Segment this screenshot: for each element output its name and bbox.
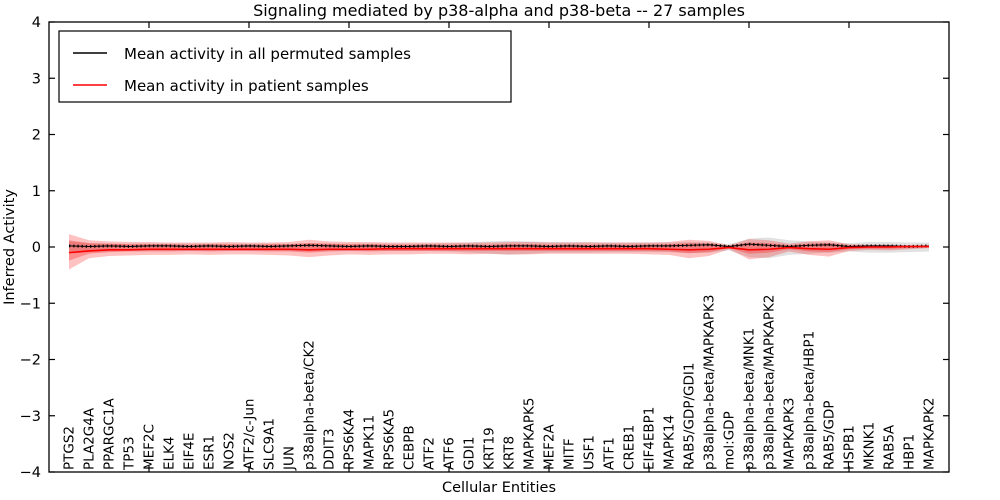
x-axis-label: Cellular Entities [442, 480, 556, 496]
category-label: GDI1 [462, 437, 478, 470]
category-label: RPS6KA5 [382, 409, 398, 470]
category-label: mol:GDP [722, 411, 738, 470]
category-label: p38alpha-beta/HBP1 [802, 331, 818, 470]
category-label: KRT19 [482, 427, 498, 470]
category-label: PLA2G4A [82, 407, 98, 470]
category-label: MITF [562, 438, 578, 470]
y-tick-label: −2 [20, 353, 41, 369]
legend-box [58, 30, 512, 103]
category-label: RAB5/GDP [822, 401, 838, 470]
category-label: USF1 [582, 435, 598, 470]
category-label: NOS2 [222, 432, 238, 470]
y-tick-label: −3 [20, 409, 41, 425]
category-label: CREB1 [622, 425, 638, 470]
y-tick-label: 1 [32, 184, 41, 200]
y-tick-label: 3 [32, 71, 41, 87]
category-label: MKNK1 [862, 422, 878, 470]
y-tick-label: 2 [32, 128, 41, 144]
category-label: ATF2/c-Jun [242, 399, 258, 470]
category-label: RAB5A [882, 424, 898, 470]
category-label: p38alpha-beta/MAPKAPK3 [702, 295, 718, 471]
category-label: MEF2A [542, 423, 558, 470]
category-label: DDIT3 [322, 428, 338, 470]
y-tick-label: 0 [32, 240, 41, 256]
category-label: PPARGC1A [102, 397, 118, 470]
chart-title: Signaling mediated by p38-alpha and p38-… [253, 1, 745, 20]
category-label: MAPK11 [362, 415, 378, 470]
category-label: ELK4 [162, 437, 178, 471]
category-label: p38alpha-beta/CK2 [302, 340, 318, 470]
category-label: HBP1 [902, 434, 918, 470]
category-label: ATF1 [602, 437, 618, 470]
category-label: ATF2 [422, 437, 438, 470]
y-tick-label: −1 [20, 296, 41, 312]
category-label: ESR1 [202, 435, 218, 470]
category-label: ATF6 [442, 437, 458, 470]
category-label: EIF4EBP1 [642, 407, 658, 470]
category-label: JUN [282, 446, 298, 471]
legend-label-patient: Mean activity in patient samples [124, 77, 369, 95]
category-label: CEBPB [402, 425, 418, 470]
category-label: MAPKAPK2 [922, 398, 938, 470]
category-label: RPS6KA4 [342, 409, 358, 470]
category-label: PTGS2 [62, 426, 78, 470]
category-label: MAPK14 [662, 415, 678, 470]
y-axis-label: Inferred Activity [2, 189, 18, 305]
patient-mean-line [68, 245, 929, 254]
legend-label-permuted: Mean activity in all permuted samples [124, 45, 411, 63]
category-label: HSPB1 [842, 425, 858, 470]
category-label: p38alpha-beta/MAPKAPK2 [762, 295, 778, 471]
legend: Mean activity in all permuted samples Me… [58, 30, 512, 103]
gray-band [69, 237, 929, 259]
red-band-outer [69, 234, 929, 270]
category-label: TP53 [122, 436, 138, 471]
category-label: p38alpha-beta/MNK1 [742, 328, 758, 470]
y-tick-label: −4 [20, 465, 41, 481]
category-label: MEF2C [142, 424, 158, 470]
category-label: KRT8 [502, 436, 518, 470]
category-label: EIF4E [182, 433, 198, 470]
category-label: RAB5/GDP/GDI1 [682, 363, 698, 470]
category-label: MAPKAPK5 [522, 398, 538, 470]
category-label: SLC9A1 [262, 418, 278, 470]
permuted-mean-markers [68, 242, 930, 248]
category-label: MAPKAPK3 [782, 398, 798, 470]
y-tick-label: 4 [32, 15, 41, 31]
